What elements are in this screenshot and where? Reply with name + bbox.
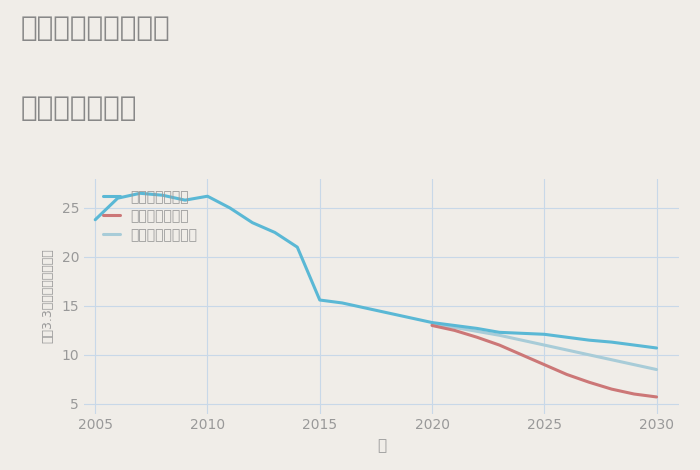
Y-axis label: 坪（3.3㎡）単価（万円）: 坪（3.3㎡）単価（万円） bbox=[41, 249, 55, 344]
バッドシナリオ bbox=[540, 362, 549, 368]
グッドシナリオ bbox=[338, 300, 346, 306]
ノーマルシナリオ bbox=[563, 347, 571, 353]
Line: バッドシナリオ: バッドシナリオ bbox=[432, 326, 657, 397]
グッドシナリオ bbox=[158, 192, 167, 198]
ノーマルシナリオ bbox=[495, 332, 503, 338]
グッドシナリオ bbox=[428, 320, 436, 325]
ノーマルシナリオ bbox=[473, 329, 481, 334]
バッドシナリオ bbox=[450, 328, 459, 333]
グッドシナリオ bbox=[585, 337, 594, 343]
グッドシナリオ bbox=[136, 190, 144, 196]
Line: ノーマルシナリオ: ノーマルシナリオ bbox=[432, 324, 657, 369]
グッドシナリオ bbox=[540, 331, 549, 337]
バッドシナリオ bbox=[428, 323, 436, 329]
バッドシナリオ bbox=[473, 335, 481, 340]
Line: グッドシナリオ: グッドシナリオ bbox=[95, 193, 657, 348]
グッドシナリオ bbox=[495, 329, 503, 335]
バッドシナリオ bbox=[608, 386, 616, 392]
グッドシナリオ bbox=[630, 342, 638, 348]
ノーマルシナリオ bbox=[450, 325, 459, 330]
グッドシナリオ bbox=[316, 297, 324, 303]
ノーマルシナリオ bbox=[585, 352, 594, 358]
バッドシナリオ bbox=[652, 394, 661, 400]
Text: 三重県伊賀市炊村の: 三重県伊賀市炊村の bbox=[21, 14, 171, 42]
グッドシナリオ bbox=[181, 197, 189, 203]
グッドシナリオ bbox=[91, 217, 99, 223]
グッドシナリオ bbox=[517, 330, 526, 336]
グッドシナリオ bbox=[450, 323, 459, 329]
グッドシナリオ bbox=[203, 194, 211, 199]
バッドシナリオ bbox=[585, 379, 594, 385]
グッドシナリオ bbox=[405, 315, 414, 321]
ノーマルシナリオ bbox=[517, 337, 526, 343]
X-axis label: 年: 年 bbox=[377, 438, 386, 453]
グッドシナリオ bbox=[248, 220, 257, 226]
バッドシナリオ bbox=[630, 391, 638, 397]
グッドシナリオ bbox=[225, 205, 234, 211]
バッドシナリオ bbox=[563, 372, 571, 377]
グッドシナリオ bbox=[563, 335, 571, 340]
グッドシナリオ bbox=[383, 310, 391, 315]
グッドシナリオ bbox=[271, 230, 279, 235]
ノーマルシナリオ bbox=[428, 321, 436, 327]
グッドシナリオ bbox=[360, 305, 369, 311]
ノーマルシナリオ bbox=[652, 367, 661, 372]
Text: 土地の価格推移: 土地の価格推移 bbox=[21, 94, 137, 122]
グッドシナリオ bbox=[113, 196, 122, 201]
グッドシナリオ bbox=[652, 345, 661, 351]
グッドシナリオ bbox=[473, 326, 481, 331]
ノーマルシナリオ bbox=[630, 362, 638, 368]
バッドシナリオ bbox=[495, 342, 503, 348]
ノーマルシナリオ bbox=[608, 357, 616, 362]
グッドシナリオ bbox=[293, 244, 302, 250]
バッドシナリオ bbox=[517, 352, 526, 358]
Legend: グッドシナリオ, バッドシナリオ, ノーマルシナリオ: グッドシナリオ, バッドシナリオ, ノーマルシナリオ bbox=[103, 190, 197, 242]
ノーマルシナリオ bbox=[540, 342, 549, 348]
グッドシナリオ bbox=[608, 339, 616, 345]
